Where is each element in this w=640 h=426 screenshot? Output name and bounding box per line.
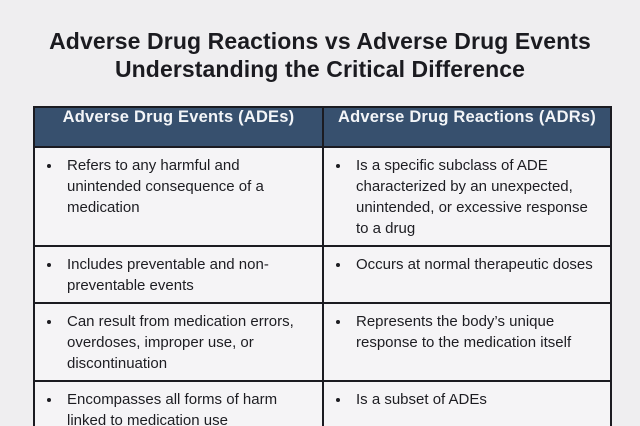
column-header-adrs: Adverse Drug Reactions (ADRs) (322, 106, 612, 148)
cell-ades-causes: Can result from medication errors, overd… (33, 302, 324, 382)
cell-adrs-subset: Is a subset of ADEs (322, 380, 612, 426)
bullet-item: Can result from medication errors, overd… (62, 311, 312, 374)
cell-adrs-definition: Is a specific subclass of ADE characteri… (322, 146, 612, 247)
bullet-item: Occurs at normal therapeutic doses (351, 254, 600, 275)
table-row: Can result from medication errors, overd… (33, 302, 612, 382)
bullet-item: Is a subset of ADEs (351, 389, 600, 410)
bullet-item: Represents the body’s unique response to… (351, 311, 600, 353)
table-row: Includes preventable and non-preventable… (33, 245, 612, 304)
bullet-item: Is a specific subclass of ADE characteri… (351, 155, 600, 239)
column-header-ades: Adverse Drug Events (ADEs) (33, 106, 324, 148)
page-title-line-1: Adverse Drug Reactions vs Adverse Drug E… (49, 28, 591, 54)
table-header-row: Adverse Drug Events (ADEs) Adverse Drug … (33, 106, 612, 148)
comparison-table: Adverse Drug Events (ADEs) Adverse Drug … (33, 106, 612, 426)
cell-ades-preventability: Includes preventable and non-preventable… (33, 245, 324, 304)
cell-ades-definition: Refers to any harmful and unintended con… (33, 146, 324, 247)
page-title: Adverse Drug Reactions vs Adverse Drug E… (0, 27, 640, 83)
table-row: Encompasses all forms of harm linked to … (33, 380, 612, 426)
bullet-item: Refers to any harmful and unintended con… (62, 155, 312, 218)
cell-adrs-body-response: Represents the body’s unique response to… (322, 302, 612, 382)
cell-ades-scope: Encompasses all forms of harm linked to … (33, 380, 324, 426)
page-title-line-2: Understanding the Critical Difference (114, 56, 526, 82)
infographic-page: Adverse Drug Reactions vs Adverse Drug E… (0, 27, 640, 426)
bullet-item: Includes preventable and non-preventable… (62, 254, 312, 296)
bullet-item: Encompasses all forms of harm linked to … (62, 389, 312, 426)
cell-adrs-doses: Occurs at normal therapeutic doses (322, 245, 612, 304)
table-row: Refers to any harmful and unintended con… (33, 146, 612, 247)
